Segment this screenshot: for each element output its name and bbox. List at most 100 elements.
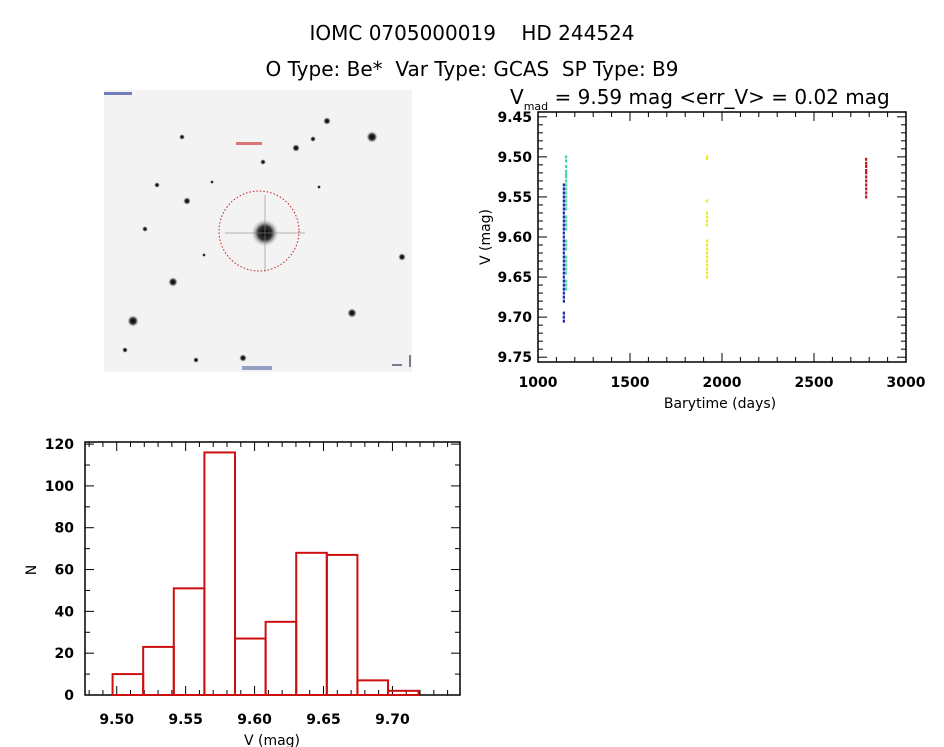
- star: [310, 136, 316, 142]
- histogram-bar: [234, 637, 267, 697]
- star: [179, 134, 185, 140]
- star: [193, 357, 199, 363]
- data-point-season-1-green: [564, 195, 568, 199]
- data-point-season-3-red: [865, 171, 868, 175]
- histogram-plot: 9.50 9.55 9.60 9.65 9.70 0 20 40 60 80 100 120: [45, 437, 461, 728]
- data-point-season-2-yellow: [705, 211, 709, 215]
- y-tick-label: 120: [45, 437, 74, 453]
- light-curve-title: Vmad = 9.59 mag <err_V> = 0.02 mag: [510, 85, 890, 113]
- data-point-season-2-yellow: [705, 219, 709, 223]
- data-point-season-1-blue: [562, 207, 565, 211]
- data-point-season-1-blue: [562, 319, 565, 323]
- data-point-season-1-blue: [562, 223, 565, 227]
- histogram-ylabel: N: [24, 565, 40, 575]
- x-tick-label: 9.50: [99, 712, 134, 728]
- y-tick-label: 9.70: [497, 310, 532, 326]
- star: [127, 315, 139, 327]
- light-curve-plot: 1000 1500 2000 2500 3000 9.45 9.50 9.55 9.60 9.65…: [497, 110, 925, 391]
- data-point-season-1-blue: [562, 227, 565, 231]
- y-tick-label: 20: [55, 646, 75, 662]
- star: [260, 159, 266, 165]
- data-point-season-1-blue: [562, 251, 565, 255]
- y-tick-label: 0: [64, 688, 74, 704]
- star: [183, 197, 191, 205]
- data-point-season-1-blue: [562, 239, 565, 243]
- data-point-season-1-blue: [562, 235, 565, 239]
- data-point-season-3-red: [865, 183, 868, 187]
- data-point-season-1-blue: [562, 187, 565, 191]
- data-point-season-1-green: [564, 207, 568, 211]
- data-point-season-1-green: [564, 187, 568, 191]
- data-point-season-1-green: [564, 287, 568, 291]
- data-point-season-1-green: [564, 183, 568, 187]
- x-tick-label: 9.55: [168, 712, 203, 728]
- data-point-season-1-blue: [562, 275, 565, 279]
- scale-label-mark: [242, 366, 272, 370]
- y-tick-label: 9.45: [497, 110, 532, 126]
- star: [239, 354, 247, 362]
- data-point-season-1-blue: [562, 315, 565, 319]
- data-point-season-2-yellow: [705, 215, 709, 219]
- x-tick-label: 1500: [611, 375, 650, 391]
- histogram-bar: [264, 620, 298, 696]
- histogram-bar: [172, 587, 206, 697]
- y-tick-label: 9.65: [497, 270, 532, 286]
- sky-image: [104, 90, 412, 372]
- y-tick-label: 40: [55, 604, 75, 620]
- data-point-season-1-green: [564, 255, 568, 259]
- data-point-season-1-blue: [562, 199, 565, 203]
- x-tick-label: 9.60: [237, 712, 272, 728]
- data-point-season-1-green: [564, 279, 568, 283]
- target-label-mark: [236, 142, 262, 145]
- star: [168, 277, 178, 287]
- data-point-season-2-yellow: [705, 247, 709, 251]
- data-point-season-1-blue: [562, 247, 565, 251]
- data-point-season-1-blue: [562, 267, 565, 271]
- data-point-season-1-blue: [562, 195, 565, 199]
- y-tick-label: 80: [55, 521, 75, 537]
- star: [122, 347, 128, 353]
- data-point-season-1-blue: [562, 191, 565, 195]
- data-point-season-2-yellow: [705, 259, 709, 263]
- data-point-season-1-green: [564, 215, 568, 219]
- data-point-season-1-green: [564, 175, 568, 179]
- histogram-bar: [387, 689, 420, 696]
- data-point-season-1-green: [564, 239, 568, 243]
- data-point-season-1-green: [564, 159, 568, 163]
- figure-title: IOMC 0705000019 HD 244524: [309, 21, 634, 45]
- data-point-season-1-green: [564, 164, 568, 168]
- x-tick-label: 2000: [703, 375, 742, 391]
- data-point-season-2-yellow: [705, 199, 709, 203]
- data-point-season-1-green: [564, 223, 568, 227]
- y-tick-label: 9.50: [497, 150, 532, 166]
- data-point-season-3-red: [865, 175, 868, 179]
- data-point-season-1-blue: [562, 263, 565, 267]
- data-point-season-2-yellow: [705, 155, 709, 159]
- star: [317, 185, 321, 189]
- data-point-season-1-green: [564, 219, 568, 223]
- data-point-season-1-blue: [562, 203, 565, 207]
- data-point-season-3-red: [865, 168, 868, 172]
- data-point-season-1-green: [564, 247, 568, 251]
- data-point-season-2-yellow: [705, 255, 709, 259]
- data-point-season-1-green: [564, 203, 568, 207]
- data-point-season-1-blue: [562, 255, 565, 259]
- data-point-season-1-blue: [562, 243, 565, 247]
- x-tick-label: 9.70: [375, 712, 410, 728]
- data-point-season-1-green: [564, 259, 568, 263]
- data-point-season-2-yellow: [705, 267, 709, 271]
- y-tick-label: 9.60: [497, 230, 532, 246]
- star: [210, 180, 214, 184]
- data-point-season-1-green: [564, 263, 568, 267]
- data-point-season-1-blue: [562, 215, 565, 219]
- y-tick-label: 9.55: [497, 190, 532, 206]
- data-point-season-1-blue: [562, 183, 565, 187]
- data-point-season-2-yellow: [705, 223, 709, 227]
- star: [142, 226, 148, 232]
- light-curve-xlabel: Barytime (days): [664, 396, 776, 412]
- data-point-season-2-yellow: [705, 243, 709, 247]
- y-tick-label: 9.75: [497, 350, 532, 366]
- data-point-season-1-green: [564, 199, 568, 203]
- data-point-season-3-red: [865, 191, 868, 195]
- data-point-season-1-blue: [562, 219, 565, 223]
